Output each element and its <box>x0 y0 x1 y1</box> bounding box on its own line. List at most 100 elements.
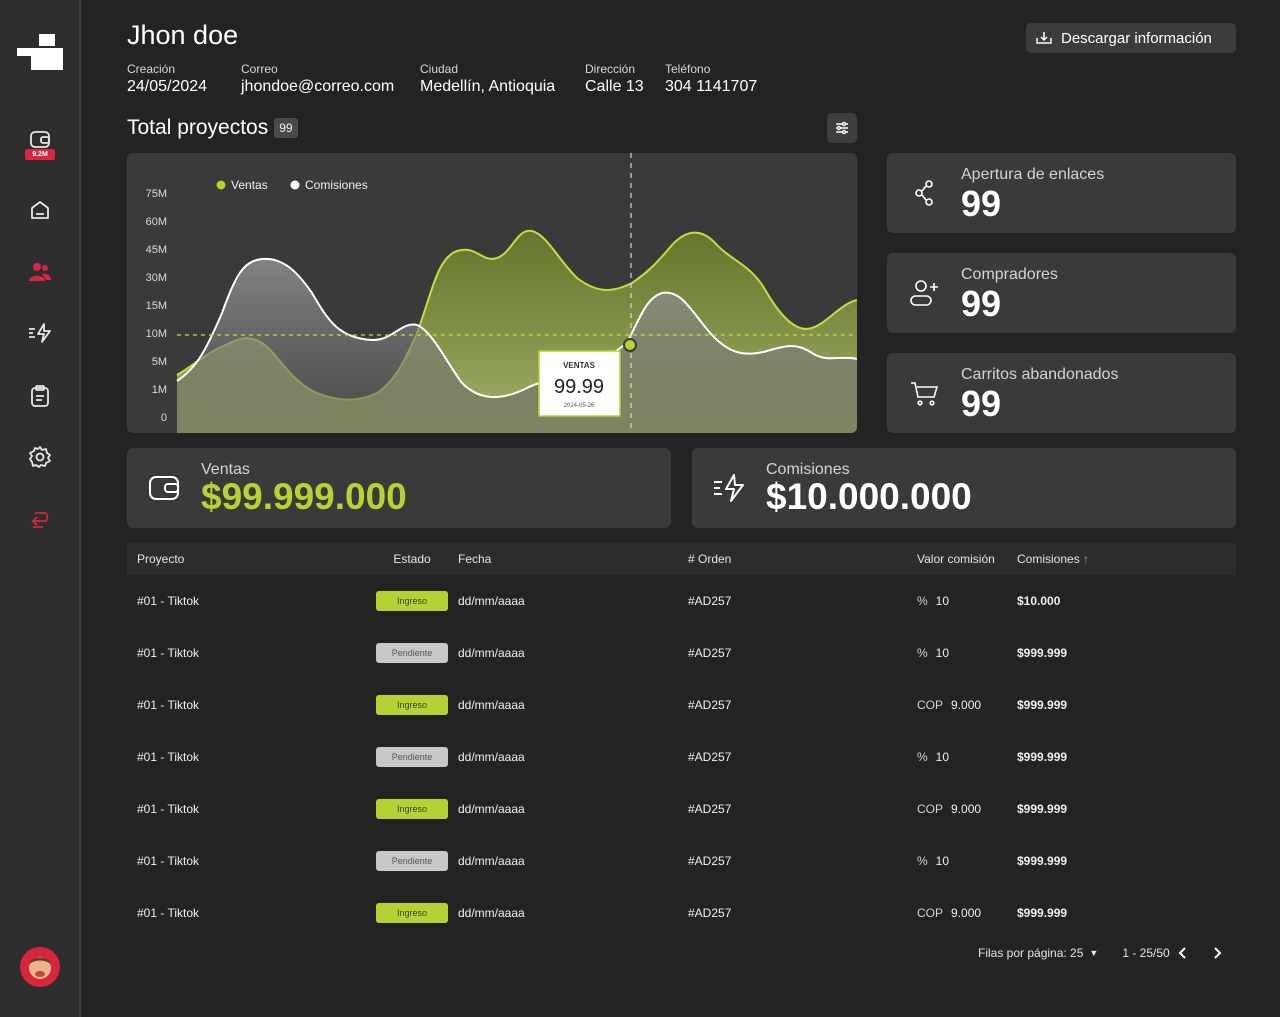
users-icon[interactable] <box>26 258 54 286</box>
home-icon[interactable] <box>26 196 54 224</box>
tooltip-value: 99.99 <box>554 376 604 398</box>
info-value: Medellín, Antioquia <box>420 78 556 95</box>
rows-per-page[interactable]: Filas por página: 25 <box>978 946 1084 960</box>
table-row[interactable]: #01 - Tiktok Ingreso dd/mm/aaaa #AD257 C… <box>127 783 1236 835</box>
cell-orden[interactable]: #AD257 <box>688 698 732 712</box>
page-title: Jhon doe <box>127 20 239 50</box>
comisiones-card: Comisiones $10.000.000 <box>692 448 1236 528</box>
cell-valor: COP 9.000 <box>917 698 1017 712</box>
stat-value: 99 <box>961 383 1002 424</box>
wallet-badge: 9.2M <box>25 149 55 160</box>
info-label: Teléfono <box>665 62 711 76</box>
table-row[interactable]: #01 - Tiktok Ingreso dd/mm/aaaa #AD257 C… <box>127 887 1236 939</box>
table-header: Proyecto Estado Fecha # Orden Valor comi… <box>127 543 1236 575</box>
valor-unit: COP <box>917 698 944 712</box>
main-content: Jhon doe Creación 24/05/2024 Correo jhon… <box>81 0 1280 1017</box>
col-comisiones[interactable]: Comisiones ↑ <box>1017 552 1236 566</box>
col-orden[interactable]: # Orden <box>688 552 732 566</box>
chevron-down-icon[interactable]: ▼ <box>1089 948 1099 958</box>
next-page-icon[interactable] <box>1210 946 1224 960</box>
cell-comision: $999.999 <box>1017 646 1068 660</box>
cell-fecha: dd/mm/aaaa <box>458 750 525 764</box>
stat-value: 99 <box>961 283 1002 324</box>
pagination: Filas por página: 25 ▼ 1 - 25/50 <box>978 946 1224 960</box>
info-label: Ciudad <box>420 62 459 76</box>
settings-icon[interactable] <box>26 443 54 471</box>
ventas-label: Ventas <box>201 461 250 478</box>
table-row[interactable]: #01 - Tiktok Pendiente dd/mm/aaaa #AD257… <box>127 835 1236 887</box>
cell-fecha: dd/mm/aaaa <box>458 802 525 816</box>
cell-proyecto: #01 - Tiktok <box>137 698 200 712</box>
chart-legend: Ventas Comisiones <box>216 178 368 192</box>
user-add-icon <box>910 280 938 306</box>
valor-amount: 10 <box>935 854 950 868</box>
cell-valor: % 10 <box>917 594 1017 608</box>
cell-orden[interactable]: #AD257 <box>688 594 732 608</box>
cell-comision: $999.999 <box>1017 854 1068 868</box>
ventas-card: Ventas $99.999.000 <box>127 448 671 528</box>
table-row[interactable]: #01 - Tiktok Ingreso dd/mm/aaaa #AD257 %… <box>127 575 1236 627</box>
cell-orden[interactable]: #AD257 <box>688 906 732 920</box>
cell-fecha: dd/mm/aaaa <box>458 594 525 608</box>
col-fecha[interactable]: Fecha <box>458 552 492 566</box>
projects-count-badge: 99 <box>274 118 298 138</box>
wallet-icon[interactable] <box>26 126 54 154</box>
projects-table: Proyecto Estado Fecha # Orden Valor comi… <box>127 543 1236 939</box>
info-telefono: Teléfono 304 1141707 <box>665 62 757 96</box>
projects-title: Total proyectos 99 <box>127 116 298 140</box>
cell-orden[interactable]: #AD257 <box>688 854 732 868</box>
sort-arrow-icon: ↑ <box>1083 552 1090 566</box>
table-row[interactable]: #01 - Tiktok Pendiente dd/mm/aaaa #AD257… <box>127 731 1236 783</box>
projects-title-text: Total proyectos <box>127 116 269 139</box>
sliders-icon <box>836 121 848 135</box>
commissions-icon[interactable] <box>26 319 54 347</box>
status-badge: Pendiente <box>376 851 448 871</box>
cell-estado: Ingreso <box>366 695 458 715</box>
comisiones-area <box>177 258 857 433</box>
y-tick: 45M <box>146 244 167 256</box>
valor-amount: 10 <box>935 646 950 660</box>
cell-estado: Pendiente <box>366 851 458 871</box>
tooltip-label: VENTAS <box>563 361 596 370</box>
logout-icon[interactable] <box>26 506 54 534</box>
cell-proyecto: #01 - Tiktok <box>137 802 200 816</box>
cell-proyecto: #01 - Tiktok <box>137 750 200 764</box>
avatar[interactable] <box>20 947 60 987</box>
filter-button[interactable] <box>827 113 857 143</box>
clipboard-icon[interactable] <box>26 382 54 410</box>
col-estado[interactable]: Estado <box>393 552 431 566</box>
chart-tooltip: VENTAS 99.99 2024-05-26 <box>538 350 621 417</box>
info-label: Dirección <box>585 62 636 76</box>
cell-valor: COP 9.000 <box>917 906 1017 920</box>
valor-unit: % <box>917 750 928 764</box>
legend-dot-ventas <box>216 180 226 190</box>
y-tick: 30M <box>146 272 167 284</box>
info-direccion: Dirección Calle 13 <box>585 62 644 96</box>
cell-estado: Ingreso <box>366 903 458 923</box>
cell-orden[interactable]: #AD257 <box>688 646 732 660</box>
table-row[interactable]: #01 - Tiktok Ingreso dd/mm/aaaa #AD257 C… <box>127 679 1236 731</box>
col-proyecto[interactable]: Proyecto <box>137 552 185 566</box>
y-tick: 15M <box>146 300 167 312</box>
status-badge: Pendiente <box>376 747 448 767</box>
area-chart: 75M 60M 45M 30M 15M 10M 5M 1M 0 Ventas C… <box>146 153 857 433</box>
status-badge: Ingreso <box>376 799 448 819</box>
cell-orden[interactable]: #AD257 <box>688 802 732 816</box>
cell-comision: $10.000 <box>1017 594 1061 608</box>
prev-page-icon[interactable] <box>1176 946 1190 960</box>
highlight-point[interactable] <box>623 338 637 352</box>
valor-amount: 9.000 <box>951 802 982 816</box>
share-icon <box>915 180 933 206</box>
status-badge: Ingreso <box>376 591 448 611</box>
commissions-icon <box>714 474 744 502</box>
cell-valor: COP 9.000 <box>917 802 1017 816</box>
cell-orden[interactable]: #AD257 <box>688 750 732 764</box>
cell-proyecto: #01 - Tiktok <box>137 906 200 920</box>
download-button[interactable]: Descargar información <box>1026 23 1236 53</box>
y-tick: 0 <box>161 412 167 424</box>
col-valor[interactable]: Valor comisión <box>917 552 995 566</box>
cell-valor: % 10 <box>917 646 1017 660</box>
table-row[interactable]: #01 - Tiktok Pendiente dd/mm/aaaa #AD257… <box>127 627 1236 679</box>
info-creacion: Creación 24/05/2024 <box>127 62 207 96</box>
comisiones-value: $10.000.000 <box>766 476 972 517</box>
